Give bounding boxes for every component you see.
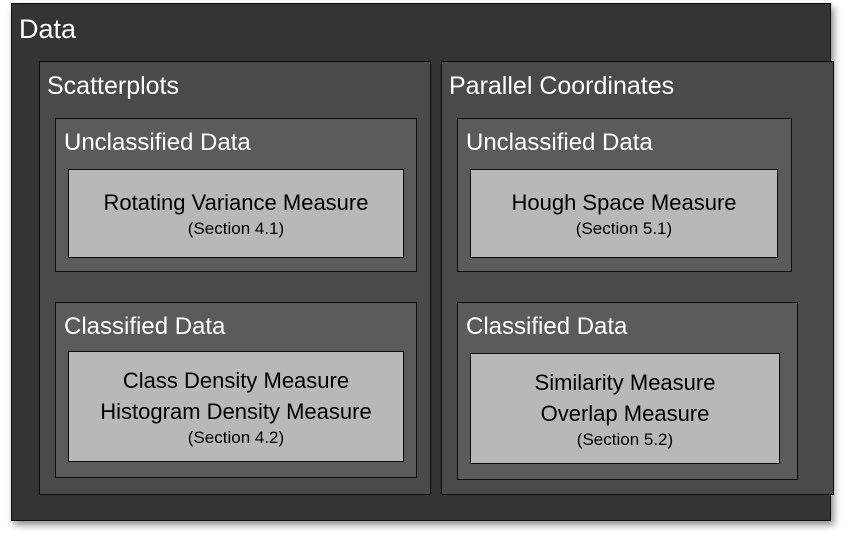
section-reference: (Section 5.2) [576, 429, 674, 449]
section-reference: (Section 4.2) [187, 427, 285, 447]
scatterplots-title: Scatterplots [47, 72, 180, 100]
hough-space-measure-box: Hough Space Measure (Section 5.1) [470, 169, 778, 258]
measure-line: Histogram Density Measure [100, 398, 372, 424]
data-container: Data Scatterplots Unclassified Data Rota… [11, 3, 834, 521]
rotating-variance-measure-box: Rotating Variance Measure (Section 4.1) [68, 169, 404, 258]
scatterplots-classified-title: Classified Data [64, 313, 226, 340]
data-title: Data [19, 14, 77, 44]
measure-line: Class Density Measure [122, 367, 350, 393]
class-density-measure-box: Class Density Measure Histogram Density … [68, 351, 404, 462]
parallel-coordinates-group: Parallel Coordinates Unclassified Data H… [441, 61, 834, 495]
scatterplots-classified-section: Classified Data Class Density Measure Hi… [55, 302, 417, 478]
scatterplots-group: Scatterplots Unclassified Data Rotating … [39, 61, 431, 495]
measure-line: Overlap Measure [540, 400, 710, 426]
section-reference: (Section 5.1) [575, 219, 673, 238]
scatterplots-unclassified-section: Unclassified Data Rotating Variance Meas… [55, 118, 417, 272]
parallel-classified-section: Classified Data Similarity Measure Overl… [457, 302, 798, 480]
measure-line: Similarity Measure [534, 369, 716, 395]
measure-line: Hough Space Measure [511, 190, 737, 215]
scatterplots-unclassified-title: Unclassified Data [64, 129, 251, 156]
parallel-coordinates-title: Parallel Coordinates [449, 72, 675, 100]
section-reference: (Section 4.1) [187, 219, 285, 238]
measure-line: Rotating Variance Measure [103, 190, 369, 215]
parallel-unclassified-section: Unclassified Data Hough Space Measure (S… [457, 118, 792, 272]
parallel-unclassified-title: Unclassified Data [466, 129, 653, 156]
parallel-classified-title: Classified Data [466, 313, 628, 340]
similarity-measure-box: Similarity Measure Overlap Measure (Sect… [470, 353, 780, 464]
